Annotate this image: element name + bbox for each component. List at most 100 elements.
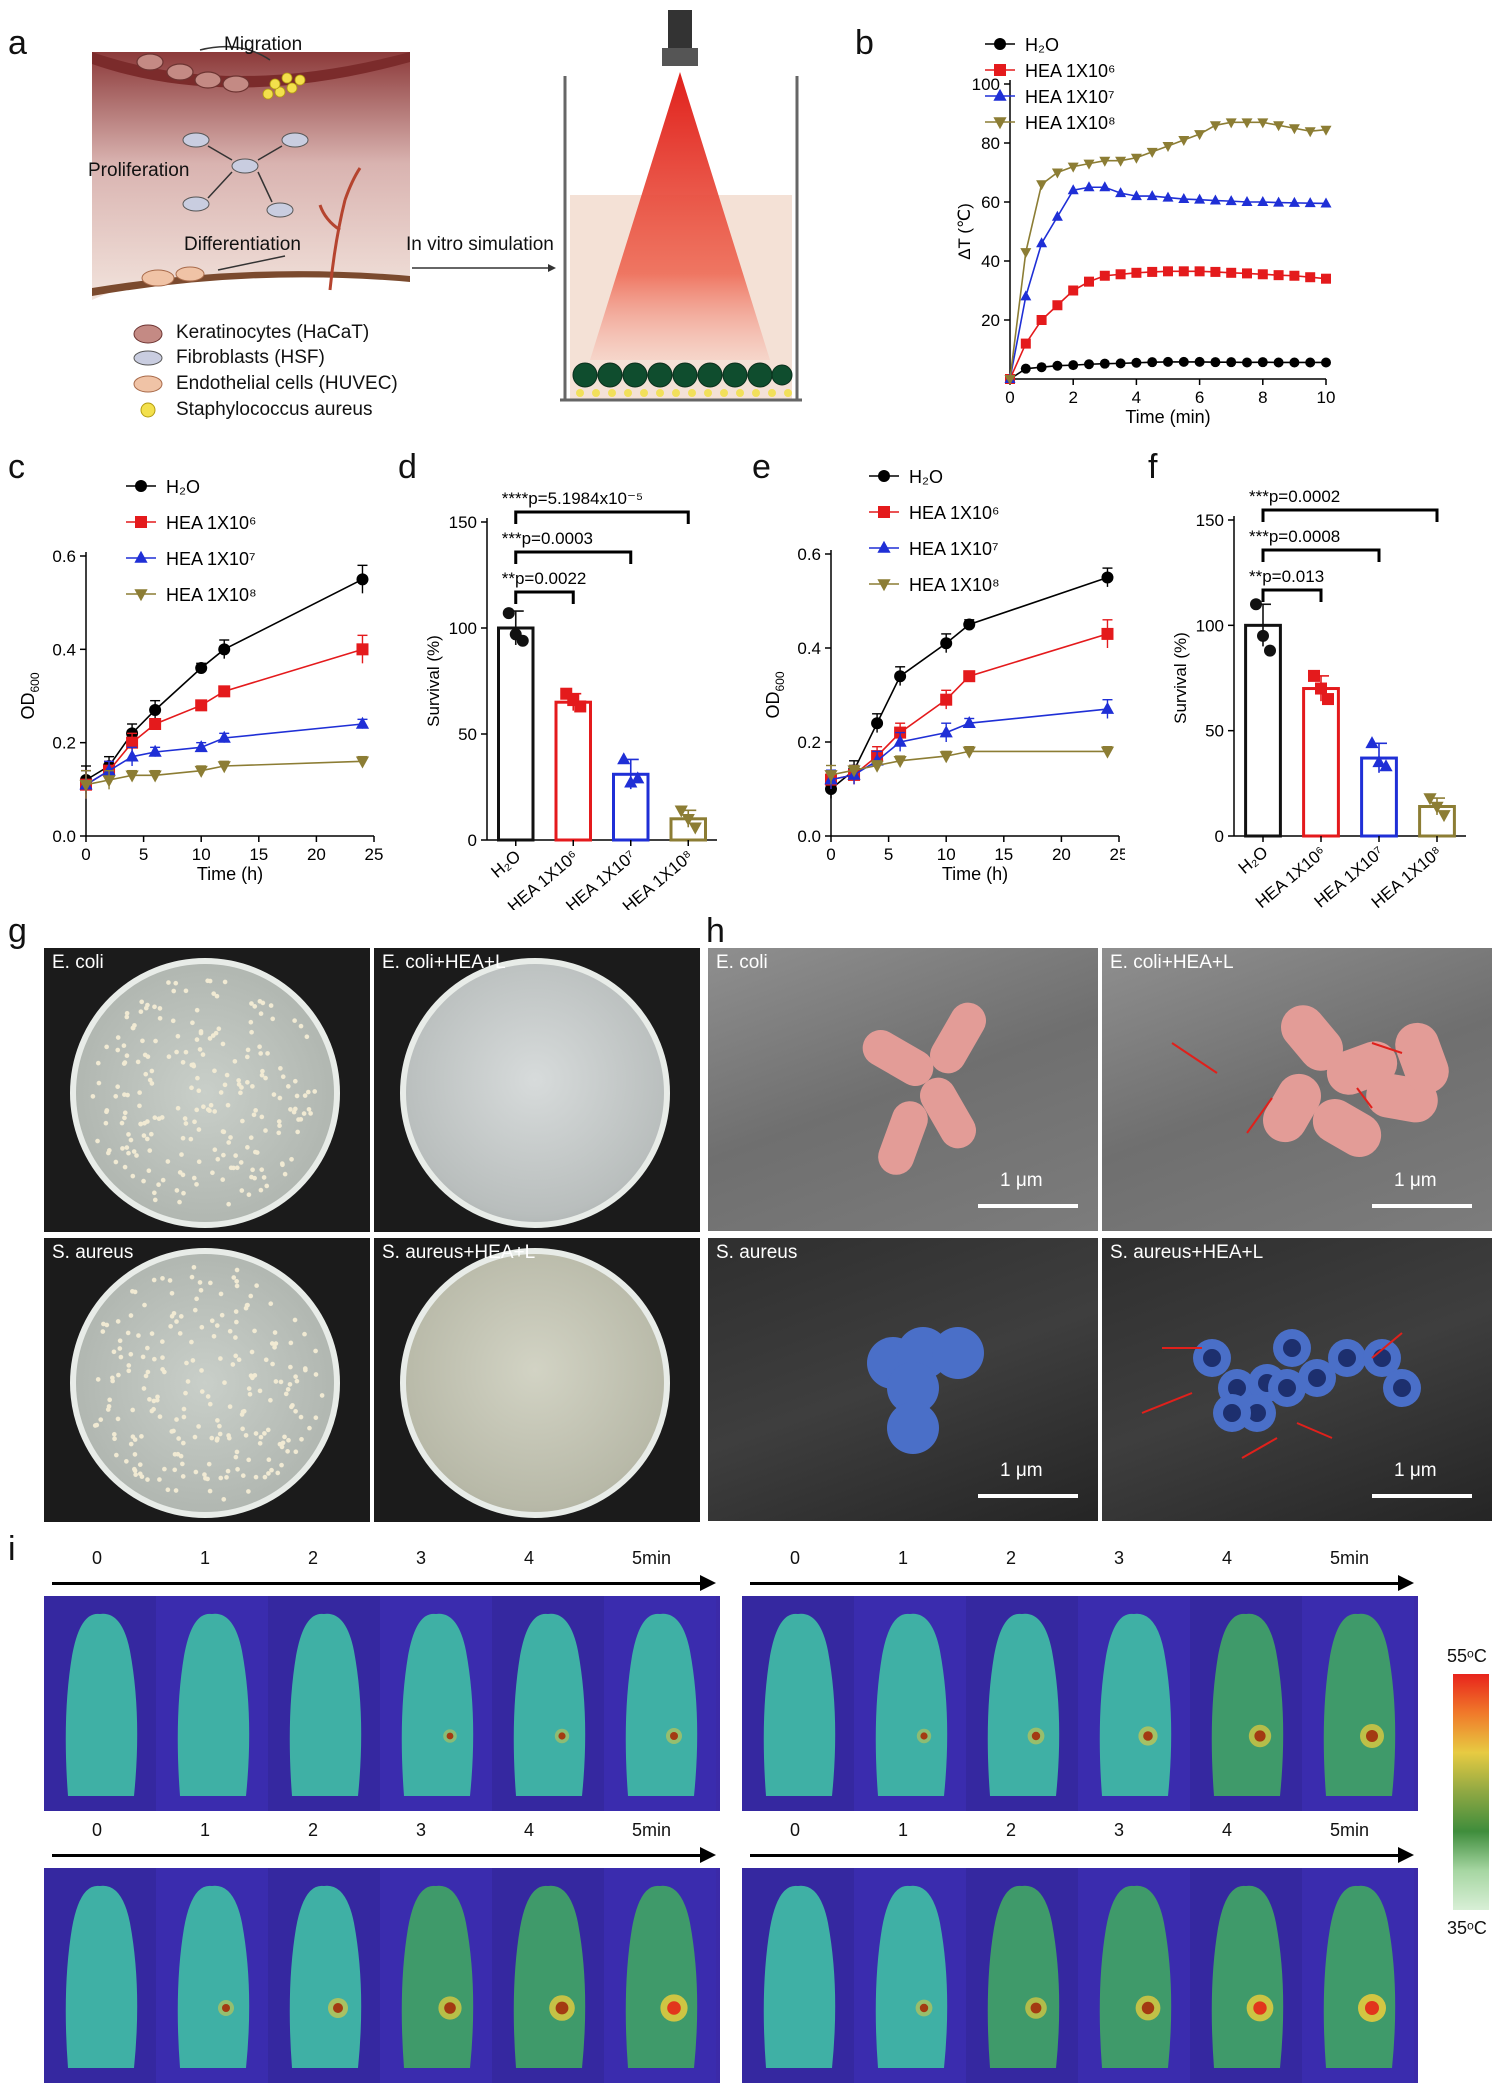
- hotspot-core: [1142, 2002, 1154, 2014]
- time-arrow: [750, 1582, 1400, 1585]
- data-point: [940, 637, 952, 649]
- hotspot-core: [667, 2001, 681, 2015]
- x-tick-label: 15: [249, 845, 268, 864]
- data-point: [1101, 628, 1113, 640]
- time-label: 1: [200, 1548, 210, 1569]
- arrow-indicator: [1297, 1423, 1332, 1438]
- y-axis-label: Survival (%): [1171, 632, 1190, 724]
- legend-label: H₂O: [909, 467, 943, 487]
- data-point: [149, 771, 162, 783]
- scale-bar-label: 1 μm: [1000, 1460, 1043, 1482]
- photo-label: S. aureus+HEA+L: [1110, 1242, 1263, 1264]
- data-point: [1305, 357, 1315, 367]
- mouse-silhouette: [764, 1886, 835, 2068]
- bar: [1304, 689, 1339, 836]
- legend-label: HEA 1X10⁸: [1025, 113, 1116, 133]
- y-tick-label: 50: [458, 725, 477, 744]
- data-point: [1163, 266, 1173, 276]
- legend-marker: [135, 480, 147, 492]
- data-point: [1226, 357, 1236, 367]
- bacterium-damage: [1338, 1349, 1356, 1367]
- data-point: [218, 685, 230, 697]
- mouse-silhouette: [1100, 1614, 1171, 1796]
- hotspot-core: [444, 2002, 456, 2014]
- legend-item-keratinocytes: Keratinocytes (HaCaT): [176, 322, 369, 344]
- data-point: [1258, 269, 1268, 279]
- y-tick-label: 150: [449, 513, 477, 532]
- x-tick-label: 8: [1258, 388, 1267, 407]
- x-tick-label: 0: [1005, 388, 1014, 407]
- legend-label: HEA 1X10⁶: [166, 513, 256, 533]
- bacterium-damage: [1223, 1404, 1241, 1422]
- legend-label: HEA 1X10⁶: [909, 503, 999, 523]
- data-point: [1068, 286, 1078, 296]
- chart-e-growth: 0 5 10 15 20 250.00.20.40.6Time (h)OD600H₂OHE…: [745, 460, 1125, 900]
- data-point: [149, 704, 161, 716]
- data-point: [1100, 359, 1110, 369]
- bacterium-damage: [1308, 1369, 1326, 1387]
- data-point: [1116, 269, 1126, 279]
- x-tick-label: 2: [1068, 388, 1077, 407]
- data-point: [1289, 271, 1299, 281]
- legend-label: HEA 1X10⁷: [909, 539, 999, 559]
- data-point: [1210, 267, 1220, 277]
- legend-label: H₂O: [166, 477, 200, 497]
- agar-plate: [400, 958, 670, 1228]
- data-point: [1315, 683, 1327, 695]
- data-point: [1020, 248, 1031, 258]
- data-point: [356, 717, 369, 729]
- x-tick-label: 4: [1132, 388, 1141, 407]
- significance-label: **p=0.013: [1249, 567, 1324, 586]
- arrow-indicator: [1172, 1043, 1217, 1073]
- panel-label-b: b: [855, 24, 874, 63]
- data-point: [963, 670, 975, 682]
- mouse-silhouette: [290, 1886, 361, 2068]
- data-point: [1305, 197, 1316, 207]
- legend-marker: [135, 516, 147, 528]
- x-tick-label: 5: [884, 845, 893, 864]
- mouse-silhouette: [514, 1614, 585, 1796]
- legend-item-staphylococcus: Staphylococcus aureus: [176, 399, 372, 421]
- x-tick-label: 25: [365, 845, 384, 864]
- y-tick-label: 0.2: [52, 734, 76, 753]
- schematic-wound-healing: [0, 0, 850, 440]
- data-point: [356, 757, 369, 769]
- x-axis-label: Time (h): [197, 864, 263, 884]
- data-point: [1179, 357, 1189, 367]
- hotspot-core: [1366, 1730, 1378, 1742]
- bacterium-rod: [873, 1096, 933, 1180]
- photo-label: E. coli+HEA+L: [1110, 952, 1234, 974]
- data-point: [1226, 195, 1237, 205]
- legend-marker: [134, 551, 147, 563]
- thermal-image-strip: [742, 1596, 1418, 1811]
- data-point: [1037, 315, 1047, 325]
- hotspot-core: [1031, 2003, 1042, 2014]
- data-point: [1147, 190, 1158, 200]
- data-point: [1226, 268, 1236, 278]
- bacterium-coccus: [932, 1327, 984, 1379]
- bacterium-damage: [1393, 1379, 1411, 1397]
- keratinocyte-icon: [134, 325, 162, 343]
- data-point: [1305, 127, 1316, 137]
- arrow-indicator: [1142, 1393, 1192, 1413]
- data-point: [1116, 358, 1126, 368]
- label-differentiation: Differentiation: [184, 234, 301, 256]
- fibroblast-icon: [134, 351, 162, 365]
- x-tick-label: 6: [1195, 388, 1204, 407]
- chart-f-survival: 050100150Survival (%)H₂OHEA 1X10⁶HEA 1X1…: [1140, 450, 1500, 910]
- data-point: [1264, 645, 1276, 657]
- label-in-vitro: In vitro simulation: [406, 234, 554, 256]
- legend-label: HEA 1X10⁶: [1025, 61, 1115, 81]
- time-label: 1: [898, 1820, 908, 1841]
- y-tick-label: 150: [1196, 511, 1224, 530]
- data-point: [1210, 121, 1221, 131]
- y-axis-label: ΔT (℃): [955, 203, 974, 260]
- data-point: [1021, 339, 1031, 349]
- significance-bracket: [1263, 550, 1379, 562]
- agar-plate: [70, 1248, 340, 1518]
- mouse-silhouette: [1100, 1886, 1171, 2068]
- data-point: [1242, 118, 1253, 128]
- legend-marker: [878, 506, 890, 518]
- time-label: 2: [1006, 1548, 1016, 1569]
- data-point: [1020, 290, 1031, 300]
